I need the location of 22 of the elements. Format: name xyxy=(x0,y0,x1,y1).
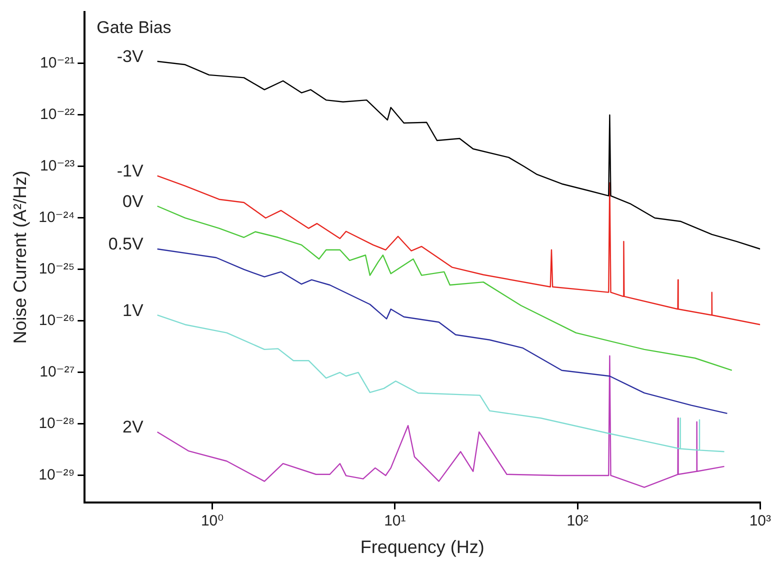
legend-title: Gate Bias xyxy=(96,18,172,38)
y-tick-label: 10⁻²⁵ xyxy=(38,260,75,278)
series-label: 1V xyxy=(122,300,144,320)
y-tick-label: 10⁻²³ xyxy=(40,158,75,175)
x-tick-label: 10² xyxy=(566,512,588,530)
series-label: -3V xyxy=(116,47,144,66)
series-label: 0.5V xyxy=(108,234,144,254)
y-axis-title: Noise Current (A²/Hz) xyxy=(10,170,30,344)
y-tick-label: 10⁻²¹ xyxy=(40,54,75,72)
series-label: -1V xyxy=(116,161,144,180)
x-tick-label: 10⁰ xyxy=(200,512,224,530)
y-tick-label: 10⁻²⁹ xyxy=(38,466,75,484)
series-label: 0V xyxy=(122,192,144,211)
y-tick-label: 10⁻²² xyxy=(40,106,75,124)
x-axis-title: Frequency (Hz) xyxy=(360,537,484,558)
y-tick-label: 10⁻²⁶ xyxy=(38,312,75,330)
y-tick-label: 10⁻²⁴ xyxy=(38,209,75,226)
series-label: 2V xyxy=(122,418,144,437)
x-tick-label: 10³ xyxy=(749,512,772,530)
y-tick-label: 10⁻²⁷ xyxy=(40,364,75,381)
x-tick-label: 10¹ xyxy=(384,512,406,530)
y-tick-label: 10⁻²⁸ xyxy=(38,415,75,432)
